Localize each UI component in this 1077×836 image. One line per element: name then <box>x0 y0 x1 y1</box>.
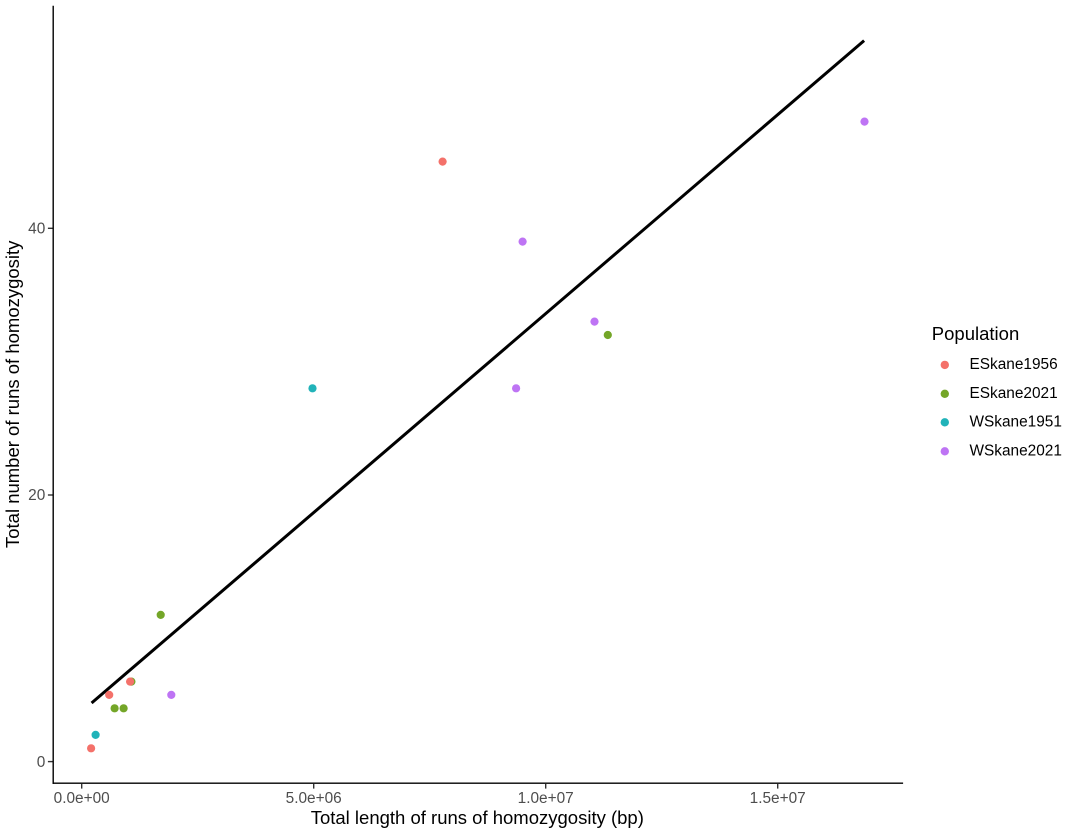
svg-text:Total length of runs of homozy: Total length of runs of homozygosity (bp… <box>311 807 644 828</box>
svg-text:1.5e+07: 1.5e+07 <box>750 790 806 807</box>
svg-text:5.0e+06: 5.0e+06 <box>286 790 342 807</box>
svg-text:ESkane2021: ESkane2021 <box>970 385 1058 402</box>
svg-text:20: 20 <box>28 487 45 504</box>
svg-text:Total number of runs of homozy: Total number of runs of homozygosity <box>2 240 23 548</box>
svg-text:0: 0 <box>37 754 46 771</box>
svg-text:0.0e+00: 0.0e+00 <box>54 790 110 807</box>
svg-text:Population: Population <box>932 323 1019 344</box>
svg-text:1.0e+07: 1.0e+07 <box>518 790 574 807</box>
svg-text:WSkane2021: WSkane2021 <box>970 442 1062 459</box>
svg-text:ESkane1956: ESkane1956 <box>970 356 1058 373</box>
svg-text:40: 40 <box>28 221 45 238</box>
svg-text:WSkane1951: WSkane1951 <box>970 413 1062 430</box>
